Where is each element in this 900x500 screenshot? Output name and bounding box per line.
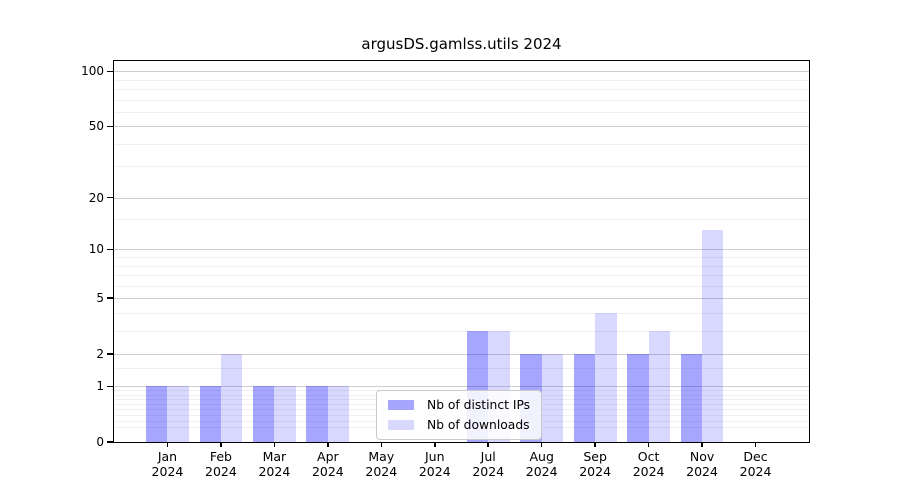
major-gridline <box>114 197 809 199</box>
legend-label-distinct-ips: Nb of distinct IPs <box>427 398 531 412</box>
legend-item-distinct-ips: Nb of distinct IPs <box>388 397 530 413</box>
y-tick-mark <box>106 125 113 128</box>
minor-gridline <box>114 275 809 277</box>
minor-gridline <box>114 257 809 259</box>
x-tick-mark <box>487 442 489 447</box>
y-tick-label: 20 <box>88 190 104 205</box>
chart-bar <box>327 386 350 442</box>
chart-bar <box>702 230 724 442</box>
x-tick-label: Feb 2024 <box>205 449 237 479</box>
x-tick-mark <box>380 442 383 447</box>
x-tick-mark <box>754 442 757 447</box>
x-tick-label: Nov 2024 <box>686 449 718 479</box>
chart-bar <box>306 386 328 442</box>
minor-gridline <box>114 219 809 221</box>
x-tick-mark <box>594 442 596 447</box>
chart-bar <box>573 353 596 442</box>
y-tick-label: 100 <box>81 64 104 79</box>
chart-bar <box>541 353 564 442</box>
minor-gridline <box>114 89 809 91</box>
chart-title: argusDS.gamlss.utils 2024 <box>361 35 562 53</box>
y-tick-mark <box>106 385 113 388</box>
y-tick-mark <box>106 441 113 443</box>
legend-swatch-distinct-ips <box>388 400 414 410</box>
y-tick-mark <box>106 248 113 251</box>
chart-bar <box>680 353 703 442</box>
minor-gridline <box>114 285 809 287</box>
major-gridline <box>114 71 809 73</box>
y-tick-mark <box>106 196 113 199</box>
x-tick-mark <box>273 442 276 447</box>
chart-bar <box>627 353 649 442</box>
major-gridline <box>114 386 809 388</box>
x-tick-mark <box>701 442 703 447</box>
minor-gridline <box>114 312 809 314</box>
x-tick-mark <box>647 442 650 447</box>
major-gridline <box>114 298 809 300</box>
x-tick-mark <box>540 442 543 447</box>
minor-gridline <box>114 99 809 101</box>
x-tick-mark <box>220 442 222 447</box>
legend: Nb of distinct IPs Nb of downloads <box>376 390 543 440</box>
y-tick-label: 1 <box>96 379 104 394</box>
x-tick-label: Jun 2024 <box>418 449 451 479</box>
x-tick-label: Mar 2024 <box>258 449 291 479</box>
x-tick-label: Aug 2024 <box>525 449 558 479</box>
legend-label-downloads: Nb of downloads <box>427 418 530 432</box>
y-tick-mark <box>106 297 113 299</box>
x-tick-label: May 2024 <box>365 449 398 479</box>
x-tick-mark <box>166 442 169 447</box>
chart-bar <box>648 330 670 442</box>
legend-item-downloads: Nb of downloads <box>388 417 530 433</box>
y-tick-label: 2 <box>96 346 104 361</box>
chart-bar <box>274 386 296 442</box>
minor-gridline <box>114 265 809 267</box>
x-tick-label: Dec 2024 <box>739 449 772 479</box>
y-tick-mark <box>106 353 113 355</box>
chart-bar <box>220 353 243 442</box>
minor-gridline <box>114 368 809 370</box>
x-tick-label: Apr 2024 <box>311 449 344 479</box>
axes-layer: 0 1 2 5 10 20 50 100 Jan 2024 Feb 2024 Mar 2024 Apr 202… <box>81 61 809 479</box>
y-tick-label: 50 <box>88 119 104 134</box>
x-tick-label: Jul 2024 <box>472 449 505 479</box>
x-tick-label: Jan 2024 <box>151 449 184 479</box>
x-tick-mark <box>327 442 329 447</box>
y-tick-label: 0 <box>96 435 104 449</box>
chart-bar <box>146 386 168 442</box>
major-gridline <box>114 353 809 355</box>
x-tick-mark <box>434 442 436 447</box>
y-tick-mark <box>106 70 113 73</box>
chart-bar <box>199 386 221 442</box>
minor-gridline <box>114 79 809 81</box>
y-tick-label: 10 <box>88 242 104 257</box>
y-tick-label: 5 <box>96 291 104 306</box>
plot-area: 0 1 2 5 10 20 50 100 Jan 2024 Feb 2024 Mar 2024 Apr 202… <box>81 60 810 479</box>
chart-bar <box>595 312 617 442</box>
minor-gridline <box>114 330 809 332</box>
minor-gridline <box>114 166 809 168</box>
x-tick-label: Sep 2024 <box>579 449 612 479</box>
legend-swatch-downloads <box>388 420 414 430</box>
minor-gridline <box>114 143 809 145</box>
x-tick-label: Oct 2024 <box>632 449 665 479</box>
major-gridline <box>114 126 809 128</box>
chart-bar <box>253 386 275 442</box>
major-gridline <box>114 249 809 251</box>
minor-gridline <box>114 111 809 113</box>
chart-bar <box>167 386 189 442</box>
